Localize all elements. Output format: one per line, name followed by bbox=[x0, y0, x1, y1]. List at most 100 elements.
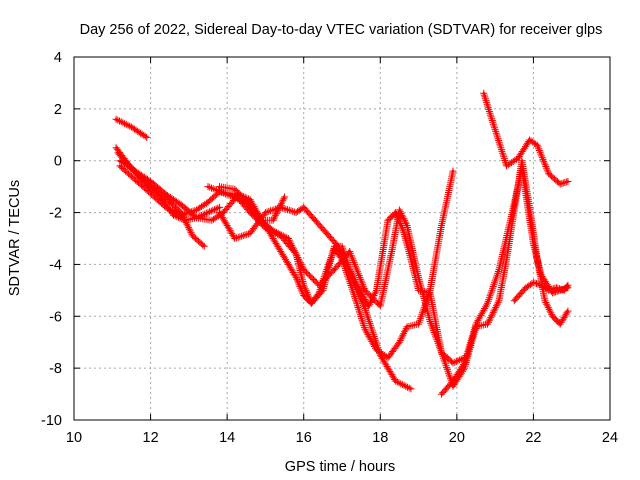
x-tick-label: 14 bbox=[219, 430, 235, 446]
data-point bbox=[463, 361, 466, 365]
data-point bbox=[302, 268, 305, 271]
data-point bbox=[294, 211, 298, 214]
x-tick-label: 10 bbox=[66, 430, 82, 446]
data-point bbox=[195, 208, 198, 212]
data-point bbox=[440, 392, 443, 396]
x-axis: 10 12 14 16 18 20 22 24 bbox=[66, 57, 618, 446]
data-point bbox=[386, 356, 390, 359]
data-point bbox=[394, 211, 397, 214]
x-tick-label: 20 bbox=[449, 430, 465, 446]
data-point bbox=[271, 229, 275, 232]
data-point bbox=[302, 206, 305, 209]
data-point bbox=[536, 143, 539, 147]
data-point bbox=[528, 138, 531, 142]
data-point bbox=[505, 164, 508, 168]
series-trace-7 bbox=[204, 183, 468, 367]
data-point bbox=[486, 302, 489, 305]
data-point bbox=[559, 182, 562, 186]
data-point bbox=[417, 322, 420, 326]
data-point bbox=[532, 281, 535, 284]
data-point bbox=[271, 219, 275, 222]
data-point bbox=[539, 283, 543, 287]
data-point bbox=[333, 268, 336, 271]
data-point bbox=[402, 229, 405, 232]
data-point bbox=[195, 216, 198, 219]
data-point bbox=[202, 245, 206, 248]
data-point bbox=[218, 211, 221, 214]
data-point bbox=[520, 159, 524, 162]
data-point bbox=[505, 258, 508, 261]
data-point bbox=[218, 185, 221, 188]
data-point bbox=[547, 172, 550, 175]
data-point bbox=[116, 151, 120, 155]
data-point bbox=[210, 219, 214, 222]
grid bbox=[74, 57, 610, 420]
x-tick-label: 22 bbox=[525, 430, 541, 446]
data-point bbox=[520, 167, 524, 170]
data-point bbox=[532, 242, 535, 245]
data-point bbox=[118, 159, 122, 162]
data-point bbox=[218, 206, 221, 209]
data-point bbox=[352, 291, 355, 295]
data-point bbox=[497, 299, 501, 302]
data-point bbox=[310, 302, 313, 305]
data-point bbox=[233, 237, 236, 240]
data-point bbox=[547, 289, 550, 292]
data-point bbox=[149, 180, 152, 183]
data-point bbox=[409, 258, 413, 261]
chart-title: Day 256 of 2022, Sidereal Day-to-day VTE… bbox=[80, 22, 603, 38]
data-point bbox=[279, 250, 282, 253]
data-point bbox=[451, 361, 455, 365]
data-point bbox=[164, 193, 168, 196]
data-point bbox=[562, 289, 566, 292]
data-point bbox=[451, 379, 455, 383]
data-point bbox=[114, 146, 118, 149]
y-tick-label: -6 bbox=[49, 309, 62, 325]
data-point bbox=[390, 250, 393, 253]
data-point bbox=[482, 92, 485, 95]
data-point bbox=[359, 291, 363, 295]
data-point bbox=[256, 216, 259, 219]
data-point bbox=[417, 289, 420, 292]
data-point bbox=[539, 273, 543, 276]
y-tick-label: 2 bbox=[54, 102, 62, 118]
x-tick-label: 24 bbox=[602, 430, 618, 446]
y-axis: -10 -8 -6 -4 -2 0 2 4 bbox=[41, 50, 610, 429]
data-point bbox=[134, 169, 137, 173]
data-point bbox=[225, 193, 229, 196]
data-point bbox=[264, 211, 267, 214]
series-trace-10 bbox=[438, 165, 572, 398]
data-point bbox=[566, 180, 570, 183]
data-point bbox=[543, 299, 547, 302]
data-point bbox=[394, 379, 397, 383]
data-point bbox=[405, 325, 409, 328]
data-point bbox=[386, 219, 390, 222]
data-point bbox=[302, 294, 305, 297]
data-point bbox=[367, 304, 370, 308]
data-point bbox=[180, 213, 183, 217]
data-point bbox=[375, 289, 378, 292]
data-point bbox=[206, 211, 210, 214]
data-point bbox=[513, 299, 516, 302]
data-point bbox=[348, 250, 351, 253]
y-tick-label: -2 bbox=[49, 206, 62, 222]
y-axis-label: SDTVAR / TECUs bbox=[7, 180, 23, 296]
x-tick-label: 16 bbox=[296, 430, 312, 446]
data-point bbox=[497, 268, 501, 271]
data-point bbox=[325, 232, 328, 235]
data-point bbox=[428, 291, 432, 295]
data-point bbox=[283, 195, 286, 199]
data-point bbox=[363, 307, 367, 310]
x-tick-label: 18 bbox=[372, 430, 388, 446]
data-point bbox=[279, 206, 282, 209]
data-point bbox=[206, 185, 210, 188]
data-point bbox=[409, 387, 413, 391]
data-point bbox=[191, 234, 194, 238]
series-trace-11 bbox=[510, 279, 572, 305]
data-point bbox=[375, 348, 378, 352]
y-tick-label: -8 bbox=[49, 361, 62, 377]
data-point bbox=[222, 211, 225, 214]
data-point bbox=[555, 286, 558, 289]
data-point bbox=[130, 125, 133, 129]
